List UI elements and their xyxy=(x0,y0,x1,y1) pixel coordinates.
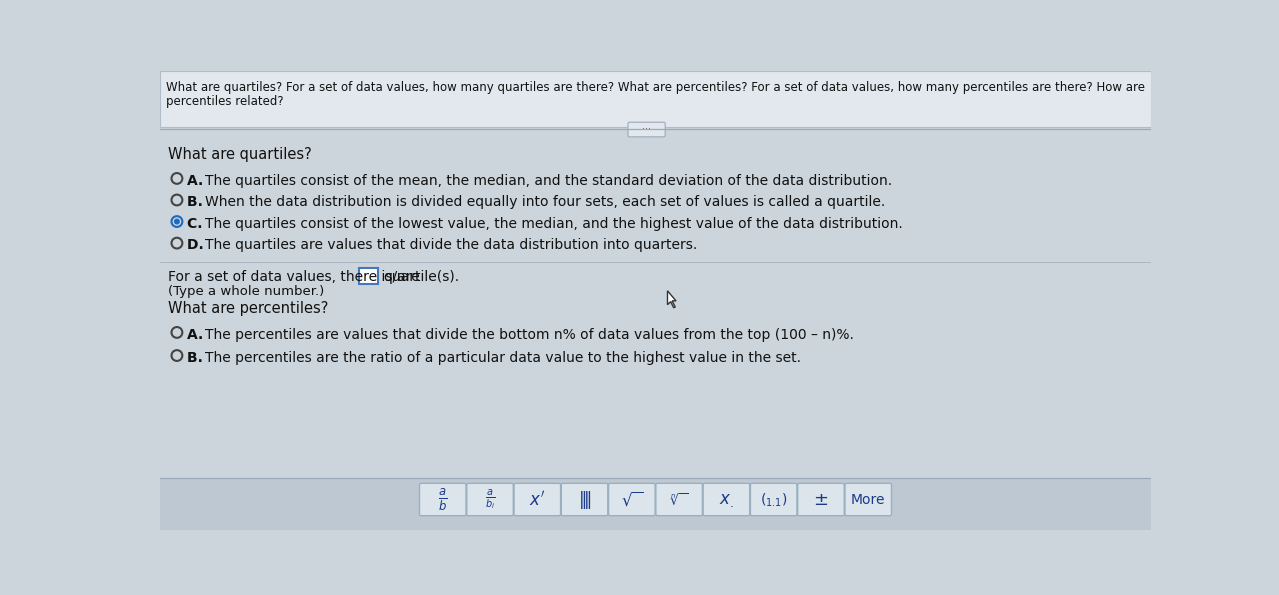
Text: percentiles related?: percentiles related? xyxy=(166,95,284,108)
Text: The quartiles consist of the lowest value, the median, and the highest value of : The quartiles consist of the lowest valu… xyxy=(205,217,903,231)
FancyBboxPatch shape xyxy=(160,71,1151,127)
Text: $\frac{a}{b}$: $\frac{a}{b}$ xyxy=(437,487,448,513)
Text: $\sqrt{\ }$: $\sqrt{\ }$ xyxy=(620,491,643,510)
Text: The quartiles consist of the mean, the median, and the standard deviation of the: The quartiles consist of the mean, the m… xyxy=(205,174,891,188)
FancyBboxPatch shape xyxy=(798,483,844,516)
FancyBboxPatch shape xyxy=(160,478,1151,530)
Text: B.: B. xyxy=(187,351,212,365)
Text: $x'$: $x'$ xyxy=(530,491,545,510)
Text: ···: ··· xyxy=(642,124,651,134)
FancyBboxPatch shape xyxy=(609,483,655,516)
Text: $\pm$: $\pm$ xyxy=(813,491,829,509)
Text: More: More xyxy=(851,493,885,508)
Text: $\|\!\|$: $\|\!\|$ xyxy=(578,489,591,511)
Text: A.: A. xyxy=(187,328,214,342)
Text: What are percentiles?: What are percentiles? xyxy=(168,301,327,316)
Text: The quartiles are values that divide the data distribution into quarters.: The quartiles are values that divide the… xyxy=(205,239,697,252)
Text: B.: B. xyxy=(187,195,212,209)
FancyBboxPatch shape xyxy=(467,483,513,516)
FancyBboxPatch shape xyxy=(656,483,702,516)
Text: What are quartiles? For a set of data values, how many quartiles are there? What: What are quartiles? For a set of data va… xyxy=(166,81,1145,93)
Text: The percentiles are the ratio of a particular data value to the highest value in: The percentiles are the ratio of a parti… xyxy=(205,351,801,365)
Polygon shape xyxy=(668,291,677,308)
Text: (Type a whole number.): (Type a whole number.) xyxy=(168,284,324,298)
Text: What are quartiles?: What are quartiles? xyxy=(168,147,311,162)
FancyBboxPatch shape xyxy=(420,483,466,516)
FancyBboxPatch shape xyxy=(703,483,749,516)
Text: C.: C. xyxy=(187,217,212,231)
Text: A.: A. xyxy=(187,174,214,188)
Text: D.: D. xyxy=(187,239,214,252)
FancyBboxPatch shape xyxy=(845,483,891,516)
FancyBboxPatch shape xyxy=(628,122,665,137)
Text: $\frac{a^{ }}{b_i}$: $\frac{a^{ }}{b_i}$ xyxy=(485,488,495,512)
Text: $x_{.}$: $x_{.}$ xyxy=(719,491,734,509)
FancyBboxPatch shape xyxy=(561,483,608,516)
Text: When the data distribution is divided equally into four sets, each set of values: When the data distribution is divided eq… xyxy=(205,195,885,209)
FancyBboxPatch shape xyxy=(751,483,797,516)
Text: $\sqrt[n]{\ }$: $\sqrt[n]{\ }$ xyxy=(670,492,688,509)
FancyBboxPatch shape xyxy=(514,483,560,516)
Text: $(_{1.1})$: $(_{1.1})$ xyxy=(760,491,788,509)
Text: For a set of data values, there is/are: For a set of data values, there is/are xyxy=(168,270,420,284)
Text: The percentiles are values that divide the bottom n% of data values from the top: The percentiles are values that divide t… xyxy=(205,328,853,342)
FancyBboxPatch shape xyxy=(359,268,377,284)
Circle shape xyxy=(174,218,180,224)
Text: quartile(s).: quartile(s). xyxy=(384,270,459,284)
